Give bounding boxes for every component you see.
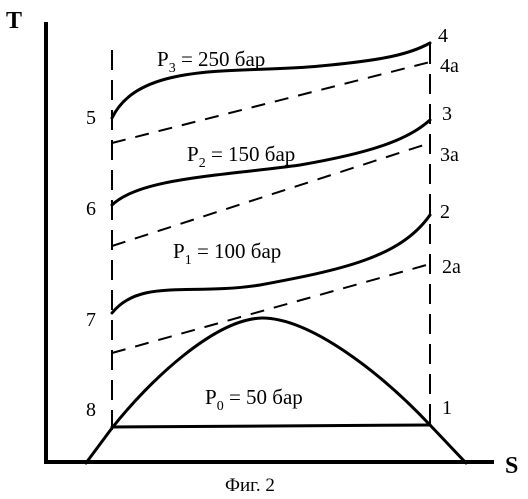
p0-isobar <box>112 425 430 427</box>
t-axis-label: T <box>6 8 22 34</box>
s-axis-label: S <box>505 453 518 479</box>
point-1-label: 1 <box>442 397 452 419</box>
point-2-label: 2 <box>440 201 450 223</box>
point-6-label: 6 <box>86 198 96 220</box>
point-4-label: 4 <box>438 25 448 47</box>
point-3a-label: 3a <box>440 144 459 166</box>
point-2a-label: 2a <box>442 256 461 278</box>
point-7-label: 7 <box>86 309 96 331</box>
dashed-line-7-2a <box>112 264 430 353</box>
point-8-label: 8 <box>86 399 96 421</box>
point-3-label: 3 <box>442 103 452 125</box>
point-5-label: 5 <box>86 107 96 129</box>
point-4a-label: 4a <box>440 55 459 77</box>
figure-caption: Фиг. 2 <box>225 475 275 496</box>
p0-label: P0 = 50 бар <box>205 385 303 414</box>
dashed-line-5-4a <box>112 62 430 143</box>
p1-label: P1 = 100 бар <box>173 239 281 268</box>
